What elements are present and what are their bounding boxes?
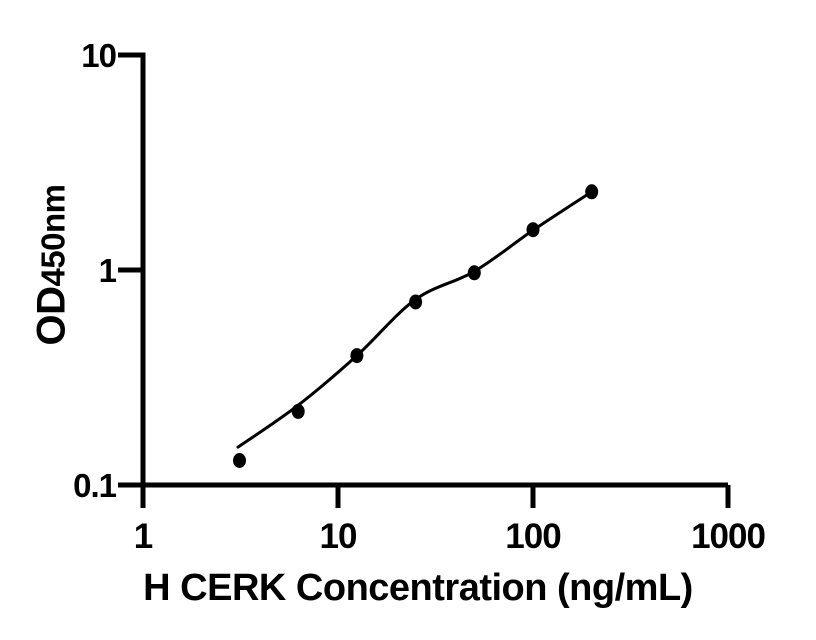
- data-point: [233, 453, 246, 468]
- data-point: [467, 265, 481, 281]
- x-tick-label: 10: [320, 517, 357, 556]
- data-point: [291, 403, 305, 419]
- x-axis-title: H CERK Concentration (ng/mL): [143, 567, 693, 609]
- y-axis-title-main: OD: [29, 286, 74, 346]
- y-tick-label: 0.1: [73, 467, 117, 504]
- data-point: [585, 184, 599, 200]
- y-axis-title: OD450nm: [30, 184, 75, 345]
- x-tick-label: 1000: [691, 517, 765, 556]
- y-axis-title-sub: 450nm: [34, 184, 72, 287]
- data-point: [350, 348, 364, 364]
- x-tick-label: 100: [505, 517, 561, 556]
- y-tick-label: 1: [99, 252, 117, 289]
- axis-spines: [140, 52, 728, 488]
- data-point: [526, 222, 540, 238]
- y-tick-label: 10: [81, 37, 116, 74]
- data-point: [409, 294, 423, 310]
- x-tick-label: 1: [134, 517, 153, 556]
